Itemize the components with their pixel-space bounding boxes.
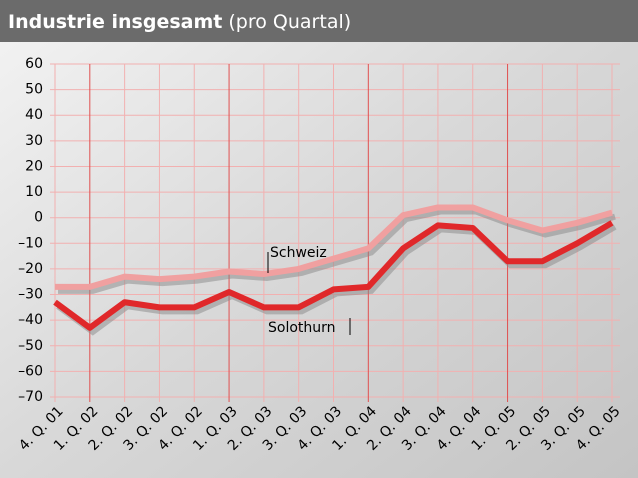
y-tick-label: 30 — [25, 133, 43, 149]
title-line: Industrie insgesamt (pro Quartal) — [8, 11, 351, 33]
chart-subtitle: (pro Quartal) — [228, 11, 351, 33]
chart: Industrie insgesamt (pro Quartal) 60 50 40… — [0, 0, 638, 478]
y-tick-label: –40 — [18, 312, 43, 328]
y-tick-label: 10 — [25, 184, 43, 200]
y-tick-label: –70 — [18, 389, 43, 405]
chart-title: Industrie insgesamt — [8, 11, 222, 33]
y-tick-label: –30 — [18, 287, 43, 303]
y-tick-label: 40 — [25, 107, 43, 123]
series-label: Solothurn — [268, 320, 336, 336]
y-tick-label: 50 — [25, 82, 43, 98]
y-tick-label: 0 — [34, 210, 43, 226]
y-tick-label: 60 — [25, 56, 43, 72]
y-tick-label: –60 — [18, 363, 43, 379]
y-tick-label: –50 — [18, 338, 43, 354]
page: {"chart_data":{"type":"line","title":"In… — [0, 0, 638, 478]
y-tick-label: –20 — [18, 261, 43, 277]
y-tick-label: 20 — [25, 158, 43, 174]
series-label: Schweiz — [270, 245, 327, 261]
y-tick-label: –10 — [18, 235, 43, 251]
